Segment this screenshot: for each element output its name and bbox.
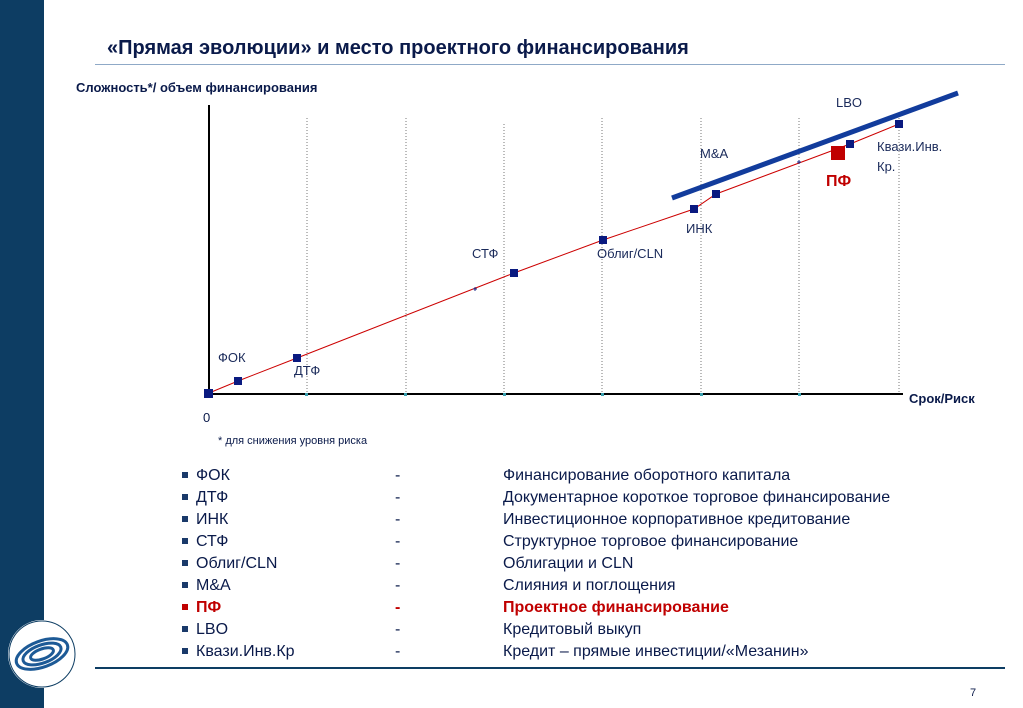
legend-dash: -: [395, 621, 401, 638]
legend-dash: -: [395, 489, 401, 506]
legend-desc: Облигации и CLN: [503, 555, 634, 572]
x-axis-label: Срок/Риск: [909, 391, 975, 406]
legend-abbr: LBO: [196, 621, 229, 638]
title-divider: [95, 64, 1005, 65]
point-oblig: [599, 236, 607, 244]
x-tick: [503, 393, 506, 396]
legend-abbr: ДТФ: [196, 489, 229, 506]
legend-dash: -: [395, 511, 401, 528]
cross-marker: [797, 160, 801, 164]
legend-row: Квази.Инв.Кр - Кредит – прямые инвестици…: [180, 643, 980, 665]
x-tick: [404, 393, 407, 396]
legend-desc: Проектное финансирование: [503, 599, 729, 616]
legend-row: M&A - Слияния и поглощения: [180, 577, 980, 599]
legend-row: ФОК - Финансирование оборотного капитала: [180, 467, 980, 489]
label-kvazi-2: Кр.: [877, 159, 895, 174]
legend-desc: Финансирование оборотного капитала: [503, 467, 791, 484]
label-lbo: LBO: [836, 95, 862, 110]
legend-abbr: ФОК: [196, 467, 230, 484]
point-fok: [234, 377, 242, 385]
legend-row: ДТФ - Документарное короткое торговое фи…: [180, 489, 980, 511]
label-ma: M&A: [700, 146, 729, 161]
legend-dash: -: [395, 577, 401, 594]
legend-dash: -: [395, 555, 401, 572]
legend-dash: -: [395, 599, 401, 616]
point-origin: [204, 389, 213, 398]
bullet-icon: [182, 604, 188, 610]
bullet-icon: [182, 516, 188, 522]
legend-desc: Документарное короткое торговое финансир…: [503, 489, 891, 506]
label-fok: ФОК: [218, 350, 246, 365]
legend-abbr: M&A: [196, 577, 231, 594]
bullet-icon: [182, 626, 188, 632]
point-ink: [690, 205, 698, 213]
abbreviation-legend: ФОК - Финансирование оборотного капитала…: [180, 467, 980, 665]
legend-abbr: ПФ: [196, 599, 222, 616]
legend-dash: -: [395, 643, 401, 660]
label-ink: ИНК: [686, 221, 713, 236]
x-tick: [305, 393, 308, 396]
bullet-icon: [182, 648, 188, 654]
label-dtf: ДТФ: [294, 363, 320, 378]
legend-dash: -: [395, 467, 401, 484]
company-logo-icon: [8, 620, 76, 688]
legend-desc: Структурное торговое финансирование: [503, 533, 799, 550]
legend-abbr: Квази.Инв.Кр: [196, 643, 295, 660]
legend-abbr: ИНК: [196, 511, 229, 528]
bullet-icon: [182, 560, 188, 566]
legend-row: СТФ - Структурное торговое финансировани…: [180, 533, 980, 555]
legend-desc: Кредитовый выкуп: [503, 621, 642, 638]
evolution-line: [671, 90, 959, 201]
label-kvazi-1: Квази.Инв.: [877, 139, 942, 154]
chart-footnote: * для снижения уровня риска: [218, 435, 368, 447]
point-pf: [831, 146, 845, 160]
cross-marker: [473, 287, 477, 291]
point-lbo: [895, 120, 903, 128]
label-pf: ПФ: [826, 173, 852, 190]
point-kvazi: [846, 140, 854, 148]
x-tick: [798, 393, 801, 396]
legend-row: ИНК - Инвестиционное корпоративное креди…: [180, 511, 980, 533]
trend-line: [208, 123, 900, 394]
bullet-icon: [182, 472, 188, 478]
legend-desc: Кредит – прямые инвестиции/«Мезанин»: [503, 643, 809, 660]
bullet-icon: [182, 582, 188, 588]
legend-row: LBO - Кредитовый выкуп: [180, 621, 980, 643]
x-tick: [700, 393, 703, 396]
legend-dash: -: [395, 533, 401, 550]
label-oblig: Облиг/CLN: [597, 246, 663, 261]
y-axis-label: Сложность*/ объем финансирования: [76, 80, 318, 95]
legend-desc: Слияния и поглощения: [503, 577, 676, 594]
bullet-icon: [182, 494, 188, 500]
legend-desc: Инвестиционное корпоративное кредитовани…: [503, 511, 851, 528]
page-title: «Прямая эволюции» и место проектного фин…: [107, 37, 689, 59]
legend-row: Облиг/CLN - Облигации и CLN: [180, 555, 980, 577]
x-tick: [601, 393, 604, 396]
page-number: 7: [970, 687, 977, 699]
legend-abbr: Облиг/CLN: [196, 555, 278, 572]
footer-divider: [95, 667, 1005, 669]
legend-abbr: СТФ: [196, 533, 229, 550]
label-stf: СТФ: [472, 246, 498, 261]
point-ma: [712, 190, 720, 198]
left-sidebar-band: [0, 0, 44, 708]
legend-row-highlighted: ПФ - Проектное финансирование: [180, 599, 980, 621]
point-stf: [510, 269, 518, 277]
point-dtf: [293, 354, 301, 362]
origin-label: 0: [203, 410, 211, 425]
bullet-icon: [182, 538, 188, 544]
